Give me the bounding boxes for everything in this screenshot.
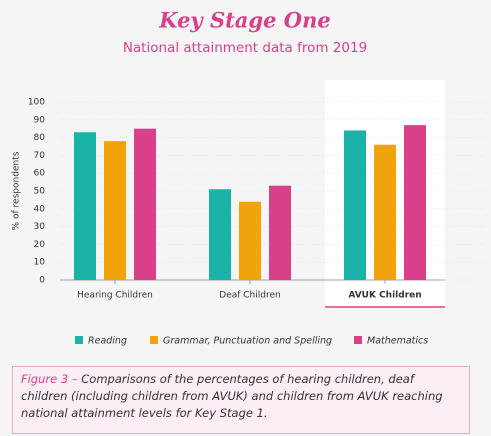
chart-subtitle: National attainment data from 2019 bbox=[123, 40, 367, 56]
y-tick-label: 60 bbox=[34, 169, 46, 179]
bar bbox=[209, 189, 231, 280]
x-tick-label: Deaf Children bbox=[219, 291, 280, 301]
chart: Key Stage One National attainment data f… bbox=[12, 8, 485, 347]
y-tick-label: 90 bbox=[34, 115, 46, 125]
x-tick-label: Hearing Children bbox=[77, 291, 153, 301]
y-tick-label: 40 bbox=[34, 204, 46, 214]
y-tick-label: 50 bbox=[34, 187, 46, 197]
caption-label: Figure 3 – bbox=[21, 372, 78, 386]
bar bbox=[344, 130, 366, 280]
y-tick-label: 20 bbox=[34, 240, 46, 250]
bar bbox=[239, 201, 261, 280]
bar bbox=[374, 144, 396, 280]
y-axis-label: % of respondents bbox=[12, 151, 22, 230]
y-tick-label: 70 bbox=[34, 151, 46, 161]
y-tick-label: 0 bbox=[39, 276, 45, 286]
caption-text: Comparisons of the percentages of hearin… bbox=[21, 372, 443, 420]
bar bbox=[74, 132, 96, 280]
legend-label: Reading bbox=[88, 336, 127, 347]
bar bbox=[134, 128, 156, 280]
legend-label: Mathematics bbox=[367, 336, 428, 347]
y-tick-label: 10 bbox=[34, 258, 46, 268]
y-tick-label: 100 bbox=[28, 98, 45, 108]
legend-swatch bbox=[354, 336, 362, 344]
caption: Figure 3 – Comparisons of the percentage… bbox=[12, 366, 470, 434]
legend-swatch bbox=[75, 336, 83, 344]
bar bbox=[104, 141, 126, 280]
y-tick-label: 80 bbox=[34, 133, 46, 143]
legend-label: Grammar, Punctuation and Spelling bbox=[163, 336, 332, 347]
bar bbox=[269, 185, 291, 280]
x-tick-label: AVUK Children bbox=[348, 291, 421, 301]
legend-swatch bbox=[150, 336, 158, 344]
bar bbox=[404, 125, 426, 280]
y-tick-label: 30 bbox=[34, 222, 46, 232]
chart-title: Key Stage One bbox=[158, 8, 330, 33]
